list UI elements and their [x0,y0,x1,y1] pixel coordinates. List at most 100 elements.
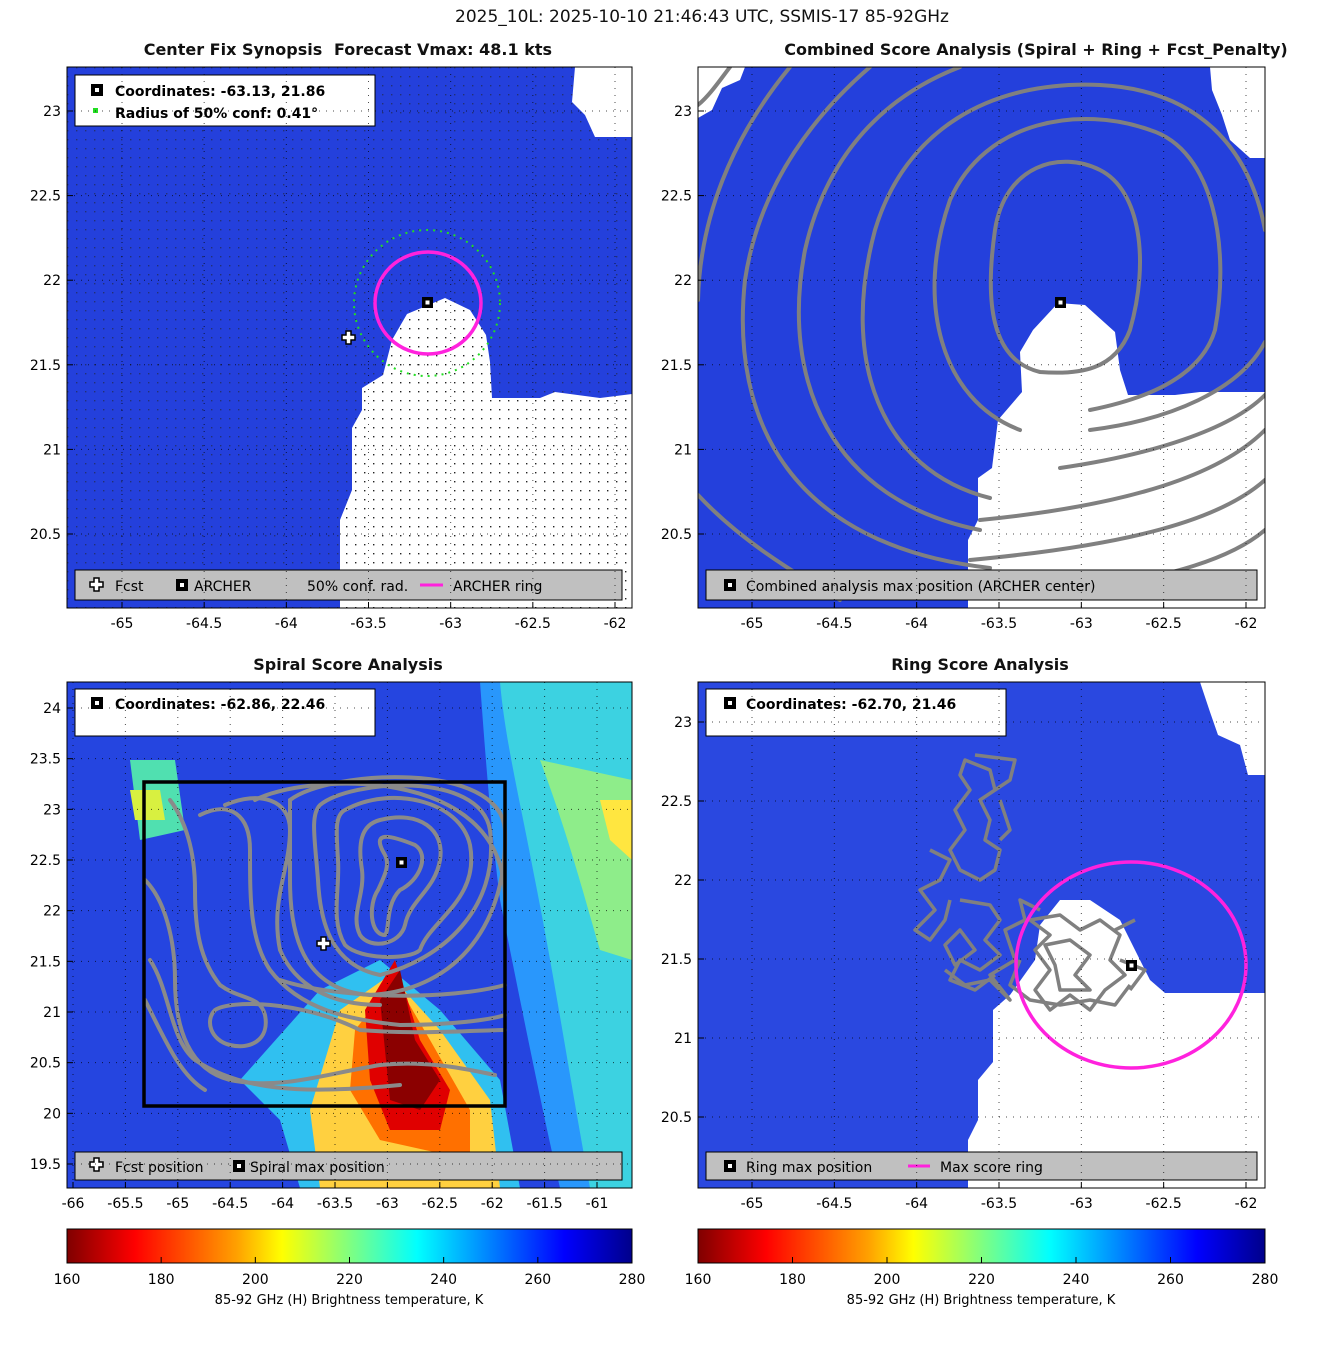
colorbar-tick-label: 260 [524,1272,551,1288]
spiral-search-box [142,780,507,1108]
combined-xtick-label: -65 [741,616,764,632]
ring-max-score-ring [1014,860,1248,1070]
combined-xtick-label: -64.5 [816,616,852,632]
combined-xtick-label: -62.5 [1146,616,1182,632]
ring-coordinates: Coordinates: -62.70, 21.46 [746,697,956,713]
panel-ring: Ring Score Analysis Coo [661,655,1266,1212]
synopsis-title: Center Fix Synopsis [144,40,323,59]
legend-archer-ring: ARCHER ring [453,579,542,595]
spiral-xtick-label: -62 [481,1196,504,1212]
synopsis-nodata-corner [572,67,632,137]
spiral-ytick-label: 23.5 [30,752,61,768]
spiral-contours [143,775,508,1092]
legend-combined-max: Combined analysis max position (ARCHER c… [746,579,1095,595]
ring-ytick-label: 20.5 [661,1110,692,1126]
spiral-xtick-label: -63 [376,1196,399,1212]
spiral-xtick-label: -61.5 [526,1196,562,1212]
colorbar-tick-label: 160 [685,1272,712,1288]
synopsis-xtick-label: -63 [439,616,462,632]
ring-map [698,682,1265,1188]
combined-nodata-ne [1210,67,1265,158]
synopsis-coordinates: Coordinates: -63.13, 21.86 [115,84,325,100]
spiral-fcst-marker [316,936,331,951]
ring-xtick-label: -64.5 [816,1196,852,1212]
colorbar-tick-label: 280 [1252,1272,1279,1288]
ring-contours [913,753,1147,1012]
ring-ytick-label: 23 [674,715,692,731]
synopsis-xtick-label: -62 [604,616,627,632]
colorbar-tick-label: 240 [430,1272,457,1288]
legend-ring-max: Ring max position [746,1160,872,1176]
synopsis-ytick-label: 21 [43,442,61,458]
ring-nodata-area [968,900,1265,1188]
legend-fcst: Fcst [115,579,144,595]
spiral-xtick-label: -63.5 [317,1196,353,1212]
synopsis-archer-ring [373,250,483,356]
panel-spiral: Spiral Score Analysis [30,655,633,1212]
ring-xtick-label: -62 [1235,1196,1258,1212]
legend-conf-rad: 50% conf. rad. [307,579,408,595]
panel-combined: Combined Score Analysis (Spiral + Ring +… [661,40,1288,632]
combined-ytick-label: 23 [674,104,692,120]
synopsis-ytick-label: 20.5 [30,527,61,543]
colorbar-tick-label: 220 [336,1272,363,1288]
ring-ytick-label: 22 [674,873,692,889]
colorbar-tick-label: 180 [779,1272,806,1288]
ring-xtick-label: -63 [1070,1196,1093,1212]
spiral-xtick-label: -65.5 [107,1196,143,1212]
colorbar-tick-label: 160 [54,1272,81,1288]
combined-axes-frame [697,66,1266,609]
combined-nodata-area [968,303,1265,608]
combined-legend: Combined analysis max position (ARCHER c… [705,569,1258,601]
spiral-xtick-label: -66 [62,1196,85,1212]
ring-title: Ring Score Analysis [891,655,1069,674]
spiral-coordinates: Coordinates: -62.86, 22.46 [115,697,325,713]
spiral-info-box: Coordinates: -62.86, 22.46 [74,688,376,737]
spiral-axes-frame [66,681,633,1189]
synopsis-nodata-grid [340,298,632,608]
combined-title: Combined Score Analysis (Spiral + Ring +… [784,40,1287,59]
legend-max-score-ring: Max score ring [940,1160,1043,1176]
synopsis-ytick-label: 23 [43,104,61,120]
legend-spiral-max: Spiral max position [250,1160,385,1176]
synopsis-conf-radius [353,229,501,377]
ring-xtick-label: -62.5 [1146,1196,1182,1212]
synopsis-legend: Fcst ARCHER 50% conf. rad. ARCHER ring [74,569,623,601]
ring-ytick-label: 21 [674,1031,692,1047]
ring-axis-ticks: -65 -64.5 -64 -63.5 -63 -62.5 -62 23 22.5 22 21.5 2… [661,682,1265,1212]
combined-map [698,67,1265,608]
ring-nodata-ne [1200,682,1265,775]
spiral-xtick-label: -64 [271,1196,294,1212]
ring-legend: Ring max position Max score ring [705,1151,1258,1181]
colorbar-tick-label: 180 [148,1272,175,1288]
synopsis-ytick-label: 21.5 [30,358,61,374]
spiral-axis-ticks: -66 -65.5 -65 -64.5 -64 -63.5 -63 -62.5 -62 -61.5… [30,682,632,1212]
spiral-ytick-label: 21 [43,1005,61,1021]
colorbar-left-label: 85-92 GHz (H) Brightness temperature, K [215,1293,484,1308]
spiral-xtick-label: -61 [586,1196,609,1212]
colorbar-tick-label: 220 [968,1272,995,1288]
ring-ytick-label: 22.5 [661,794,692,810]
synopsis-map [67,67,632,608]
combined-ytick-label: 22 [674,273,692,289]
spiral-ytick-label: 19.5 [30,1157,61,1173]
spiral-ytick-label: 22 [43,904,61,920]
combined-nodata-nw [698,67,745,118]
spiral-legend: Fcst position Spiral max position [74,1151,623,1181]
synopsis-fcst-marker [341,330,356,345]
synopsis-axis-ticks: -65 -64.5 -64 -63.5 -63 -62.5 -62 23 22.5 22 21.5 2… [30,67,632,632]
legend-archer: ARCHER [194,579,252,595]
ring-info-box: Coordinates: -62.70, 21.46 [705,688,1007,737]
figure-title: 2025_10L: 2025-10-10 21:46:43 UTC, SSMIS… [455,7,949,27]
synopsis-xtick-label: -64.5 [186,616,222,632]
ring-xtick-label: -64 [905,1196,928,1212]
ring-axes-frame [697,681,1266,1189]
colorbar-left: 160 180 200 220 240 260 280 85-92 GHz (H) Brig… [54,1228,646,1308]
combined-ytick-label: 21.5 [661,358,692,374]
synopsis-info-box: Coordinates: -63.13, 21.86 Radius of 50%… [74,74,376,127]
synopsis-xtick-label: -62.5 [515,616,551,632]
spiral-xtick-label: -62.5 [422,1196,458,1212]
colorbar-tick-label: 280 [619,1272,646,1288]
